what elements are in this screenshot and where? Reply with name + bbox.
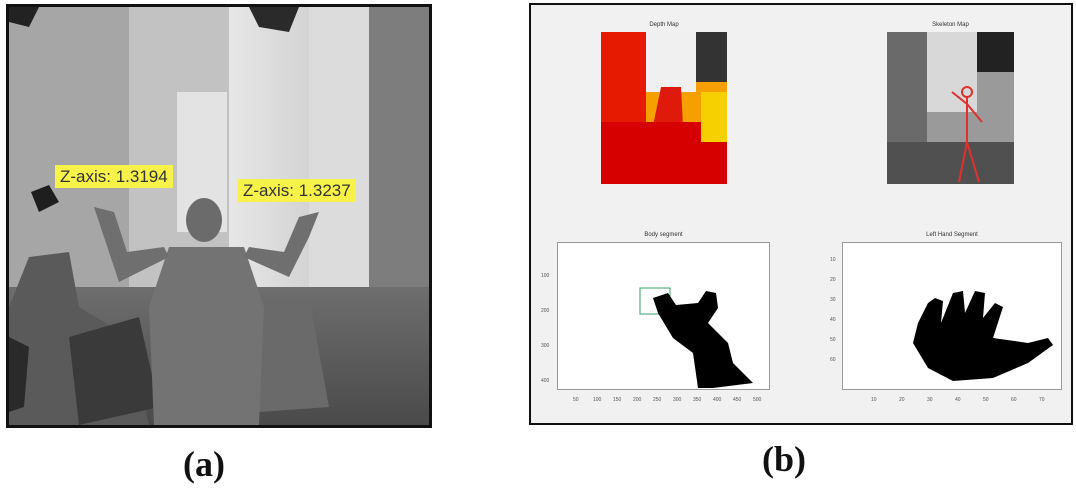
hand-ytick-1: 10 [830,257,836,263]
hand-xtick-7: 70 [1039,397,1045,403]
body-xtick-7: 350 [693,397,702,403]
body-xtick-9: 450 [733,397,742,403]
depth-scene-image [9,7,429,425]
depth-map-image [601,32,727,184]
z-axis-label-right: Z-axis: 1.3237 [238,179,356,202]
skeleton-map-image [887,32,1014,184]
hand-ytick-2: 20 [830,277,836,283]
body-xtick-1: 50 [573,397,579,403]
body-segment-axes [557,242,770,390]
body-xtick-8: 400 [713,397,722,403]
left-hand-segment-title: Left Hand Segment [926,232,978,238]
body-xtick-2: 100 [593,397,602,403]
depth-image-panel: Z-axis: 1.3194 Z-axis: 1.3237 [6,4,432,428]
hand-ytick-5: 50 [830,337,836,343]
body-ytick-3: 300 [541,343,550,349]
hand-ytick-3: 30 [830,297,836,303]
body-ytick-4: 400 [541,378,550,384]
body-ytick-2: 200 [541,308,550,314]
hand-xtick-6: 60 [1011,397,1017,403]
z-axis-label-left: Z-axis: 1.3194 [55,165,173,188]
hand-xtick-3: 30 [927,397,933,403]
body-segment-title: Body segment [644,232,683,238]
hand-xtick-5: 50 [983,397,989,403]
hand-xtick-4: 40 [955,397,961,403]
skeleton-map-title: Skeleton Map [932,22,969,28]
caption-b: (b) [762,439,806,479]
body-ytick-1: 100 [541,273,550,279]
body-xtick-4: 200 [633,397,642,403]
hand-xtick-2: 20 [899,397,905,403]
body-xtick-5: 250 [653,397,662,403]
hand-ytick-6: 60 [830,357,836,363]
hand-xtick-1: 10 [871,397,877,403]
left-hand-segment-axes [842,242,1062,390]
body-xtick-10: 500 [753,397,762,403]
hand-ytick-4: 40 [830,317,836,323]
depth-map-title: Depth Map [649,22,679,28]
segmentation-figure-panel: Depth Map Skeleton Map [529,3,1073,425]
body-xtick-6: 300 [673,397,682,403]
body-xtick-3: 150 [613,397,622,403]
caption-a: (a) [183,444,225,484]
